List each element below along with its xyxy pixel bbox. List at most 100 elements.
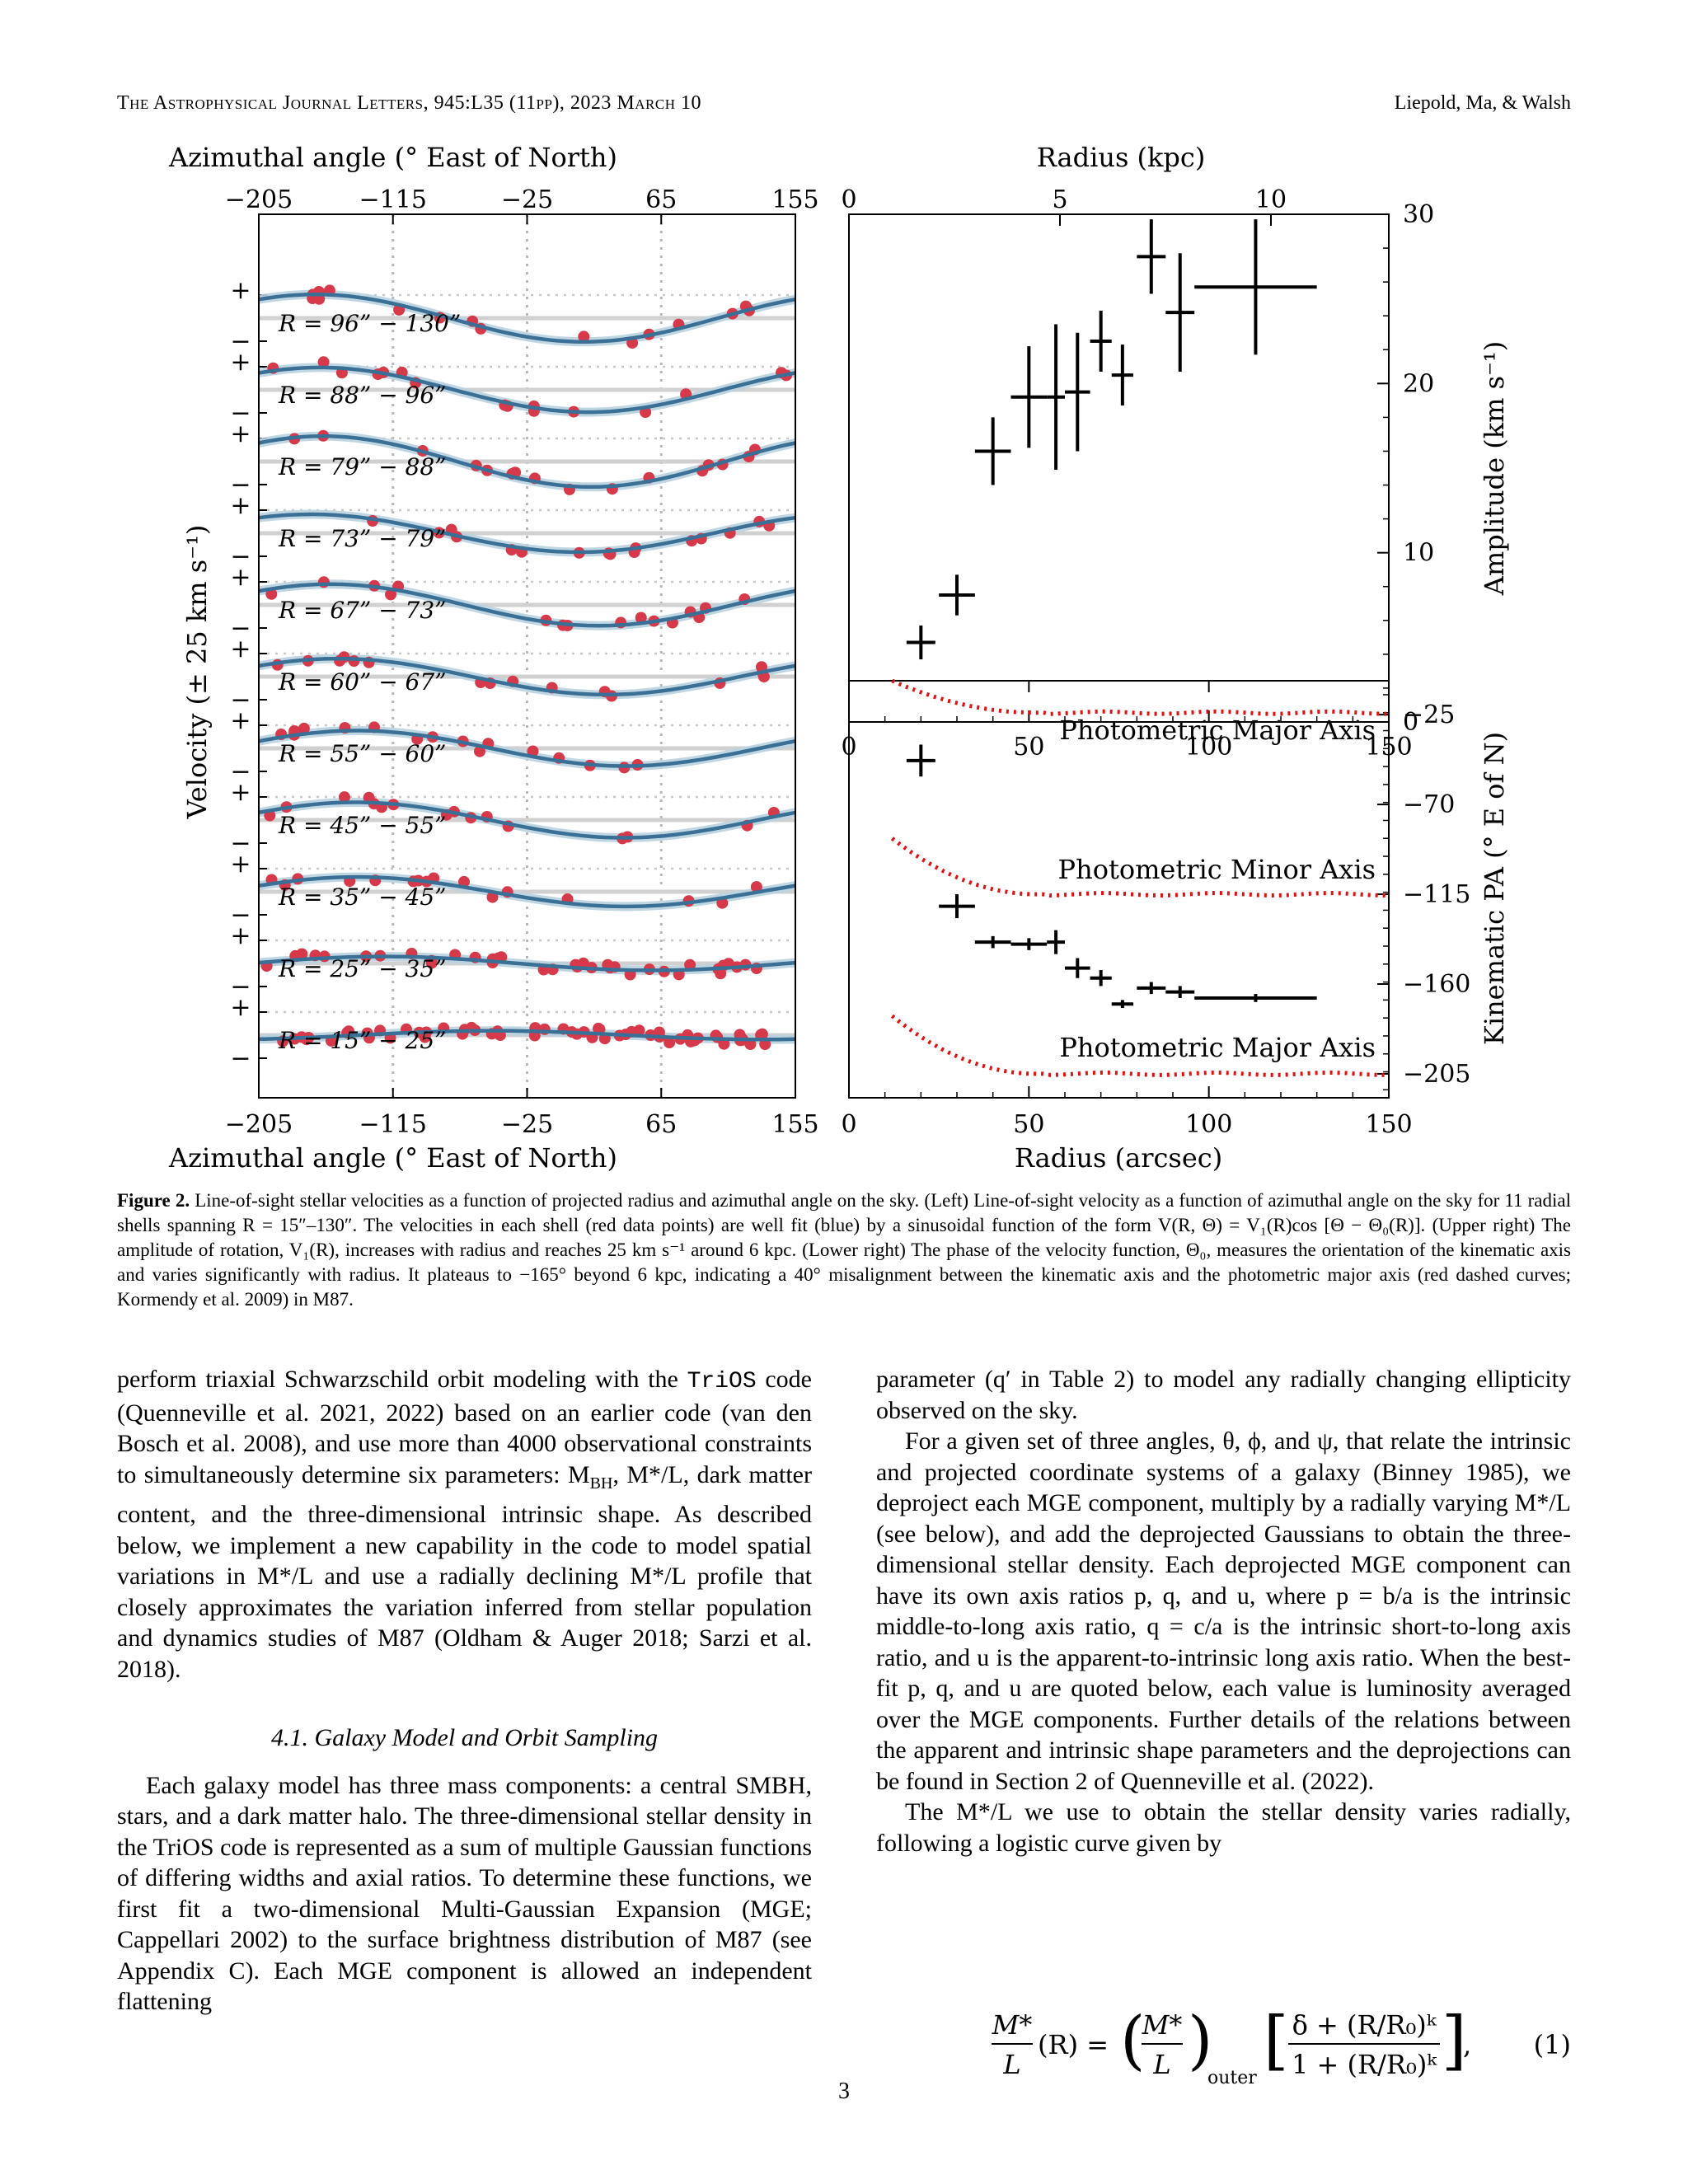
velocity-data-point xyxy=(744,1038,757,1051)
velocity-data-point xyxy=(718,1038,730,1050)
left-bottom-tick-label: −115 xyxy=(359,1110,427,1139)
velocity-data-point xyxy=(298,722,310,734)
annotation-major-axis-bottom: Photometric Major Axis xyxy=(1059,1032,1376,1063)
eq-rhs-num: δ + (R/R₀)ᵏ xyxy=(1292,2009,1437,2041)
plus-marker: + xyxy=(230,635,251,663)
velocity-data-point xyxy=(338,791,350,804)
plus-marker: + xyxy=(230,778,251,807)
plus-marker: + xyxy=(230,491,251,520)
amplitude-plot-frame xyxy=(848,213,1390,723)
velocity-shells: +−R = 96” − 130”+−R = 88” − 96”+−R = 79”… xyxy=(230,214,797,1098)
radius-arcsec-tick-label: 50 xyxy=(1013,1110,1044,1139)
velocity-data-point xyxy=(495,951,508,963)
pa-y-axis-label: Kinematic PA (° E of N) xyxy=(1479,732,1510,1045)
shell-label: R = 96” − 130” xyxy=(278,310,461,337)
pa-points xyxy=(848,678,1390,1098)
sinusoid-fit-curve xyxy=(258,365,796,415)
velocity-data-point xyxy=(684,958,696,971)
left-paragraph-1: perform triaxial Schwarzschild orbit mod… xyxy=(117,1366,812,1683)
amplitude-points xyxy=(848,213,1390,723)
shell-label: R = 35” − 45” xyxy=(278,883,447,911)
minus-marker: − xyxy=(230,327,251,356)
minus-marker: − xyxy=(230,542,251,571)
eq-lhs-arg: (R) = xyxy=(1038,2029,1109,2060)
left-bottom-tick-label: 65 xyxy=(645,1110,677,1139)
radius-kpc-tick-label: 5 xyxy=(1052,185,1067,214)
section-heading: 4.1. Galaxy Model and Orbit Sampling xyxy=(270,1724,659,1751)
amplitude-x-tick-label: 50 xyxy=(1013,733,1044,762)
velocity-data-point xyxy=(425,957,438,969)
plus-marker: + xyxy=(230,348,251,377)
plus-marker: + xyxy=(230,993,251,1022)
annotation-major-axis-top: Photometric Major Axis xyxy=(1059,715,1376,746)
equation-1: M* L (R) = ( M* L ) outer [ δ + (R/R₀)ᵏ … xyxy=(992,2004,1571,2088)
kinematic-pa-panel: Photometric Major Axis Photometric Minor… xyxy=(841,678,1510,1174)
sinusoid-fit-curve xyxy=(258,582,796,628)
eq-rhs-den: 1 + (R/R₀)ᵏ xyxy=(1292,2049,1437,2080)
left-top-tick-label: −205 xyxy=(225,185,293,214)
radius-arcsec-tick-label: 0 xyxy=(841,1110,856,1139)
velocity-data-point xyxy=(663,1037,676,1049)
sinusoid-fit-curve xyxy=(258,729,796,768)
sinusoid-fit-curve xyxy=(258,292,796,344)
radius-arcsec-tick-labels: 0 50 100 150 xyxy=(841,1110,1412,1139)
pa-tick-label: −70 xyxy=(1403,790,1455,819)
radius-arcsec-tick-label: 100 xyxy=(1185,1110,1232,1139)
left-top-tick-label: −25 xyxy=(501,185,553,214)
left-top-tick-label: 65 xyxy=(645,185,677,214)
caption-label: Figure 2. xyxy=(117,1190,190,1211)
shell-label: R = 25” − 35” xyxy=(278,955,447,982)
sinusoid-fit-curve xyxy=(258,800,796,840)
minus-marker: − xyxy=(230,972,251,1001)
figure-caption: Figure 2. Line-of-sight stellar velociti… xyxy=(117,1188,1571,1312)
shell-label: R = 45” − 55” xyxy=(278,812,447,839)
eq-mid-sub: outer xyxy=(1207,2068,1257,2088)
shell-label: R = 55” − 60” xyxy=(278,740,447,767)
velocity-data-point xyxy=(458,875,470,888)
minus-marker: − xyxy=(230,757,251,786)
left-bottom-tick-label: −25 xyxy=(501,1110,553,1139)
velocity-data-point xyxy=(385,588,396,601)
left-top-axis-label: Azimuthal angle (° East of North) xyxy=(168,142,617,173)
minus-marker: − xyxy=(230,1044,251,1073)
minus-marker: − xyxy=(230,614,251,643)
velocity-data-point xyxy=(474,745,485,757)
amplitude-tick-labels: 0 10 20 30 xyxy=(1403,200,1434,737)
velocity-data-point xyxy=(635,612,647,624)
left-top-tick-labels: −205 −115 −25 65 155 xyxy=(225,185,819,214)
sinusoid-fit-curve xyxy=(258,1029,796,1042)
pa-tick-label: −115 xyxy=(1403,880,1470,909)
plus-marker: + xyxy=(230,921,251,950)
shell-label: R = 15” − 25” xyxy=(278,1027,447,1054)
velocity-data-point xyxy=(527,745,539,757)
eq-mid-den: L xyxy=(1152,2049,1170,2080)
amplitude-tick-label: 0 xyxy=(1403,708,1418,737)
eq-lhs-den: L xyxy=(1002,2049,1020,2080)
velocity-data-point xyxy=(633,1024,645,1037)
left-y-axis-label: Velocity (± 25 km s⁻¹) xyxy=(181,525,213,820)
left-column: perform triaxial Schwarzschild orbit mod… xyxy=(117,1364,812,2018)
plus-marker: + xyxy=(230,419,251,448)
shell-label: R = 67” − 73” xyxy=(278,597,447,624)
plus-marker: + xyxy=(230,276,251,305)
amplitude-tick-label: 30 xyxy=(1403,200,1434,229)
right-paragraph-1: parameter (q′ in Table 2) to model any r… xyxy=(876,1366,1571,1424)
left-paragraph-2: Each galaxy model has three mass compone… xyxy=(117,1771,812,2016)
amplitude-tick-label: 20 xyxy=(1403,369,1434,398)
eq-mid-num: M* xyxy=(1142,2009,1183,2041)
shell-label: R = 73” − 79” xyxy=(278,525,447,552)
svg-text:): ) xyxy=(1188,2004,1212,2078)
minus-marker: − xyxy=(230,399,251,428)
left-bottom-axis-label: Azimuthal angle (° East of North) xyxy=(168,1142,617,1174)
pa-tick-label: −205 xyxy=(1403,1060,1470,1089)
amplitude-y-axis-label: Amplitude (km s⁻¹) xyxy=(1479,341,1510,596)
eq-tail: , xyxy=(1463,2029,1471,2060)
sinusoid-fit-curve xyxy=(258,874,796,909)
annotation-minor-axis: Photometric Minor Axis xyxy=(1058,854,1376,885)
right-paragraph-3: The M*/L we use to obtain the stellar de… xyxy=(876,1798,1571,1857)
velocity-data-point xyxy=(750,881,762,893)
left-bottom-tick-label: 155 xyxy=(771,1110,818,1139)
eq-lhs-num: M* xyxy=(992,2009,1033,2041)
velocity-data-point xyxy=(593,1022,604,1034)
